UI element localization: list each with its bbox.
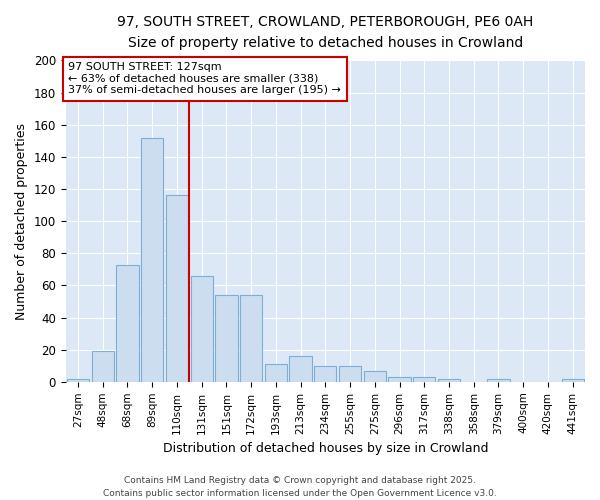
Bar (67, 378, 89, 382)
Bar (413, 377, 436, 382)
Bar (240, 295, 262, 382)
Bar (388, 377, 410, 382)
Bar (562, 378, 584, 382)
Bar (265, 364, 287, 382)
Text: Contains HM Land Registry data © Crown copyright and database right 2025.
Contai: Contains HM Land Registry data © Crown c… (103, 476, 497, 498)
X-axis label: Distribution of detached houses by size in Crowland: Distribution of detached houses by size … (163, 442, 488, 455)
Bar (141, 138, 163, 382)
Text: 97 SOUTH STREET: 127sqm
← 63% of detached houses are smaller (338)
37% of semi-d: 97 SOUTH STREET: 127sqm ← 63% of detache… (68, 62, 341, 96)
Bar (364, 370, 386, 382)
Bar (191, 276, 213, 382)
Bar (487, 378, 509, 382)
Bar (438, 378, 460, 382)
Y-axis label: Number of detached properties: Number of detached properties (15, 122, 28, 320)
Bar (215, 295, 238, 382)
Title: 97, SOUTH STREET, CROWLAND, PETERBOROUGH, PE6 0AH
Size of property relative to d: 97, SOUTH STREET, CROWLAND, PETERBOROUGH… (117, 15, 533, 50)
Bar (166, 196, 188, 382)
Bar (92, 352, 114, 382)
Bar (339, 366, 361, 382)
Bar (289, 356, 312, 382)
Bar (314, 366, 337, 382)
Bar (116, 264, 139, 382)
